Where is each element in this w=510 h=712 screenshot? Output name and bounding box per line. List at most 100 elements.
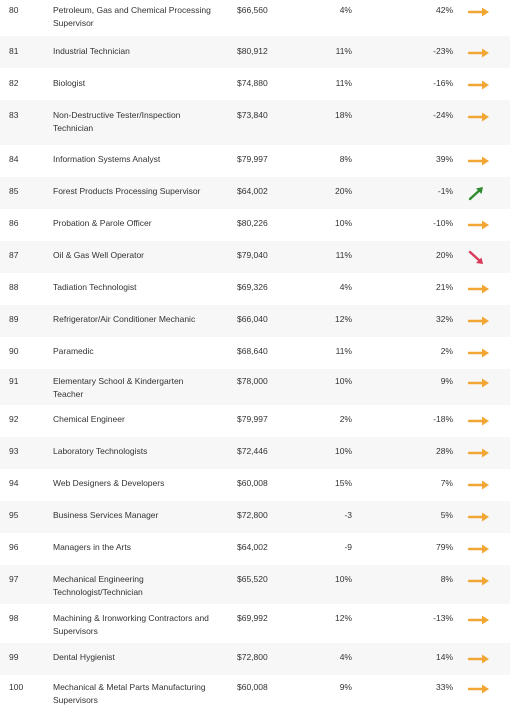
salary-cell: $60,008 — [237, 478, 268, 488]
change-cell: 79% — [435, 542, 453, 552]
growth-cell: 4% — [339, 5, 352, 15]
down-arrow-icon — [467, 250, 493, 264]
growth-cell: 10% — [334, 446, 352, 456]
change-cell: 32% — [435, 314, 453, 324]
table-row: 99 Dental Hygienist $72,800 4% 14% — [0, 643, 510, 675]
salary-cell: $73,840 — [237, 110, 268, 120]
flat-arrow-icon — [467, 510, 493, 524]
growth-cell: 4% — [339, 282, 352, 292]
rank-cell: 91 — [9, 376, 19, 386]
change-cell: -13% — [433, 613, 453, 623]
job-title-cell: Probation & Parole Officer — [53, 218, 152, 228]
table-row: 92 Chemical Engineer $79,997 2% -18% — [0, 405, 510, 437]
salary-cell: $72,446 — [237, 446, 268, 456]
change-cell: -18% — [433, 414, 453, 424]
job-title-cell: Elementary School & Kindergarten Teacher — [53, 376, 184, 399]
salary-cell: $64,002 — [237, 542, 268, 552]
change-cell: 2% — [440, 346, 453, 356]
rank-cell: 97 — [9, 574, 19, 584]
table-row: 90 Paramedic $68,640 11% 2% — [0, 337, 510, 369]
rank-cell: 80 — [9, 5, 19, 15]
rank-cell: 96 — [9, 542, 19, 552]
change-cell: 9% — [440, 376, 453, 386]
flat-arrow-icon — [467, 652, 493, 666]
change-cell: -23% — [433, 46, 453, 56]
salary-cell: $72,800 — [237, 652, 268, 662]
rank-cell: 88 — [9, 282, 19, 292]
rank-cell: 86 — [9, 218, 19, 228]
salary-cell: $74,880 — [237, 78, 268, 88]
flat-arrow-icon — [467, 613, 493, 627]
change-cell: 14% — [435, 652, 453, 662]
job-title-cell: Managers in the Arts — [53, 542, 131, 552]
rank-cell: 85 — [9, 186, 19, 196]
job-title-cell: Tadiation Technologist — [53, 282, 137, 292]
growth-cell: 10% — [334, 218, 352, 228]
change-cell: 39% — [435, 154, 453, 164]
job-title-cell: Machining & Ironworking Contractors and … — [53, 613, 209, 636]
table-row: 89 Refrigerator/Air Conditioner Mechanic $… — [0, 305, 510, 337]
job-title-cell: Refrigerator/Air Conditioner Mechanic — [53, 314, 196, 324]
flat-arrow-icon — [467, 46, 493, 60]
table-row: 85 Forest Products Processing Supervisor $… — [0, 177, 510, 209]
rank-cell: 95 — [9, 510, 19, 520]
growth-cell: 11% — [335, 346, 352, 356]
flat-arrow-icon — [467, 314, 493, 328]
salary-cell: $60,008 — [237, 682, 268, 692]
flat-arrow-icon — [467, 682, 493, 696]
change-cell: 42% — [435, 5, 453, 15]
salary-cell: $69,326 — [237, 282, 268, 292]
rank-cell: 99 — [9, 652, 19, 662]
job-title-cell: Dental Hygienist — [53, 652, 115, 662]
table-row: 93 Laboratory Technologists $72,446 10% 28% — [0, 437, 510, 469]
salary-cell: $72,800 — [237, 510, 268, 520]
flat-arrow-icon — [467, 414, 493, 428]
job-title-cell: Information Systems Analyst — [53, 154, 161, 164]
change-cell: -16% — [433, 78, 453, 88]
growth-cell: 11% — [335, 78, 352, 88]
salary-cell: $66,040 — [237, 314, 268, 324]
change-cell: 20% — [435, 250, 453, 260]
salary-cell: $64,002 — [237, 186, 268, 196]
table-row: 96 Managers in the Arts $64,002 -9 79% — [0, 533, 510, 565]
job-title-cell: Non-Destructive Tester/Inspection Techni… — [53, 110, 181, 133]
change-cell: -10% — [433, 218, 453, 228]
growth-cell: 12% — [334, 314, 352, 324]
table-row: 86 Probation & Parole Officer $80,226 10% -1… — [0, 209, 510, 241]
salary-cell: $66,560 — [237, 5, 268, 15]
flat-arrow-icon — [467, 478, 493, 492]
salary-cell: $68,640 — [237, 346, 268, 356]
rank-cell: 84 — [9, 154, 19, 164]
change-cell: 28% — [435, 446, 453, 456]
job-title-cell: Web Designers & Developers — [53, 478, 165, 488]
table-row: 91 Elementary School & Kindergarten Teach… — [0, 369, 510, 405]
salary-cell: $79,997 — [237, 414, 268, 424]
job-title-cell: Chemical Engineer — [53, 414, 125, 424]
rank-cell: 100 — [9, 682, 24, 692]
flat-arrow-icon — [467, 376, 493, 390]
salary-cell: $79,040 — [237, 250, 268, 260]
rank-cell: 92 — [9, 414, 19, 424]
growth-cell: 8% — [339, 154, 352, 164]
job-title-cell: Paramedic — [53, 346, 94, 356]
table-row: 81 Industrial Technician $80,912 11% -23% — [0, 36, 510, 68]
job-title-cell: Business Services Manager — [53, 510, 159, 520]
table-row: 84 Information Systems Analyst $79,997 8% 39… — [0, 145, 510, 177]
growth-cell: -9 — [344, 542, 352, 552]
rank-cell: 94 — [9, 478, 19, 488]
job-title-cell: Biologist — [53, 78, 86, 88]
flat-arrow-icon — [467, 154, 493, 168]
rank-cell: 81 — [9, 46, 19, 56]
table-row: 82 Biologist $74,880 11% -16% — [0, 68, 510, 100]
rank-cell: 98 — [9, 613, 19, 623]
flat-arrow-icon — [467, 542, 493, 556]
growth-cell: 15% — [334, 478, 352, 488]
change-cell: 33% — [435, 682, 453, 692]
flat-arrow-icon — [467, 218, 493, 232]
table-row: 83 Non-Destructive Tester/Inspection Tech… — [0, 100, 510, 145]
job-title-cell: Mechanical Engineering Technologist/Tech… — [53, 574, 144, 597]
change-cell: 7% — [440, 478, 453, 488]
growth-cell: 4% — [339, 652, 352, 662]
flat-arrow-icon — [467, 5, 493, 19]
flat-arrow-icon — [467, 574, 493, 588]
